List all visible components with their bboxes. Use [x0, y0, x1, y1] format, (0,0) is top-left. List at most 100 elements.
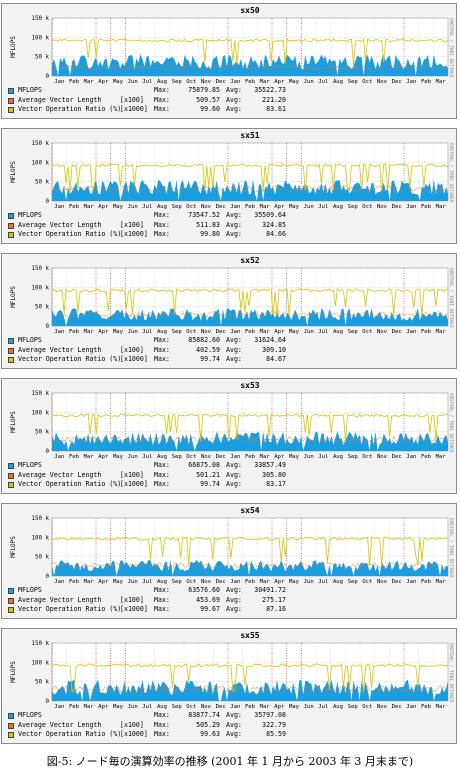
chart-panel-sx51: sx51 MFLOPS 0 50 k 100 k 150 k Jan Feb Mar Apr May…	[1, 128, 457, 244]
chart-title: sx53	[240, 381, 259, 390]
x-tick-label: Dec	[216, 79, 226, 85]
legend-label: MFLOPS	[18, 461, 42, 469]
legend-swatch	[8, 713, 14, 719]
legend-unit: [x1000]	[120, 105, 148, 113]
series-vector-ratio	[51, 163, 449, 192]
x-tick-label: Dec	[392, 79, 402, 85]
y-tick-label: 150 k	[32, 641, 50, 647]
y-axis-label: MFLOPS	[10, 286, 17, 308]
x-tick-label: Jul	[142, 579, 152, 585]
max-value: 501.21	[196, 470, 220, 479]
x-tick-label: Mar	[436, 329, 447, 335]
avg-value: 221.20	[262, 95, 286, 104]
x-tick-label: Aug	[333, 579, 343, 585]
x-tick-label: Jan	[54, 454, 64, 460]
x-tick-label: Aug	[157, 329, 167, 335]
x-tick-label: Oct	[362, 204, 372, 210]
chart-title: sx54	[240, 506, 259, 515]
series-vector-ratio	[51, 288, 448, 317]
x-tick-label: Feb	[421, 329, 432, 335]
x-tick-label: Sep	[348, 79, 359, 85]
max-value: 509.57	[196, 95, 220, 104]
x-tick-label: Oct	[186, 79, 196, 85]
series-mflops	[52, 54, 448, 76]
avg-label: Avg:	[226, 470, 242, 479]
x-tick-label: Apr	[274, 579, 285, 585]
series-vector-ratio	[51, 663, 449, 694]
x-tick-label: Aug	[157, 454, 167, 460]
max-label: Max:	[154, 230, 170, 238]
x-tick-label: Sep	[348, 454, 359, 460]
legend-unit: [x100]	[120, 720, 144, 729]
x-tick-label: Mar	[436, 704, 447, 710]
avg-label: Avg:	[226, 730, 242, 738]
x-tick-label: Feb	[69, 454, 80, 460]
rrdtool-credit: RRDTOOL / TOBI OETIKER	[448, 518, 453, 578]
max-label: Max:	[154, 211, 170, 219]
x-tick-label: Apr	[274, 454, 285, 460]
y-tick-label: 0	[46, 74, 50, 80]
x-tick-label: May	[113, 454, 124, 460]
x-tick-label: Oct	[362, 79, 372, 85]
max-value: 99.74	[200, 480, 220, 488]
x-tick-label: Mar	[260, 204, 271, 210]
x-tick-label: Dec	[216, 579, 226, 585]
legend-label: Vector Operation Ratio (%)	[18, 480, 122, 488]
legend-unit: [x1000]	[120, 480, 148, 488]
x-tick-label: Aug	[333, 454, 343, 460]
series-vector-ratio	[51, 38, 449, 66]
chart-panel-sx50: sx50 MFLOPS 0 50 k 100 k 150 k Jan Feb Mar Apr May…	[1, 3, 457, 119]
x-tick-label: Jul	[142, 204, 152, 210]
legend-swatch	[8, 722, 14, 729]
legend-label: MFLOPS	[18, 336, 42, 344]
legend-swatch	[8, 732, 14, 738]
x-tick-label: Jan	[406, 329, 416, 335]
x-tick-label: Feb	[421, 204, 432, 210]
legend-swatch	[8, 347, 14, 354]
x-tick-label: Jan	[54, 704, 64, 710]
x-tick-label: Jan	[230, 204, 240, 210]
chart-title: sx52	[240, 256, 259, 265]
x-tick-label: Feb	[69, 579, 80, 585]
x-tick-label: Mar	[84, 79, 95, 85]
max-value: 85882.60	[188, 336, 220, 344]
y-tick-label: 0	[46, 449, 50, 455]
avg-value: 31624.64	[254, 336, 286, 344]
y-tick-label: 150 k	[32, 16, 50, 22]
chart-panel-sx52: sx52 MFLOPS 0 50 k 100 k 150 k Jan Feb Mar Apr May…	[1, 253, 457, 369]
max-value: 511.83	[196, 220, 220, 229]
max-label: Max:	[154, 595, 170, 604]
x-tick-label: Feb	[69, 79, 80, 85]
x-tick-label: Jul	[318, 454, 328, 460]
chart-panel-sx53: sx53 MFLOPS 0 50 k 100 k 150 k Jan Feb Mar Apr May…	[1, 378, 457, 494]
max-value: 73547.52	[188, 211, 220, 219]
y-tick-label: 50 k	[35, 430, 49, 436]
x-tick-label: Mar	[436, 579, 447, 585]
legend-swatch	[8, 97, 14, 104]
x-tick-label: Oct	[186, 329, 196, 335]
x-tick-label: Feb	[245, 704, 256, 710]
x-tick-label: Aug	[157, 79, 167, 85]
x-tick-label: Mar	[84, 329, 95, 335]
x-tick-label: Sep	[172, 704, 183, 710]
x-tick-label: Jun	[128, 579, 138, 585]
x-tick-label: Jun	[128, 204, 138, 210]
x-tick-label: Aug	[333, 79, 343, 85]
legend-unit: [x100]	[120, 95, 144, 104]
legend-swatch	[8, 107, 14, 113]
x-tick-label: Mar	[436, 79, 447, 85]
avg-value: 305.80	[262, 470, 286, 479]
x-tick-label: Apr	[98, 454, 109, 460]
x-tick-label: Dec	[392, 204, 402, 210]
max-label: Max:	[154, 605, 170, 613]
x-tick-label: May	[289, 204, 300, 210]
avg-label: Avg:	[226, 586, 242, 594]
x-tick-label: May	[289, 329, 300, 335]
max-label: Max:	[154, 480, 170, 488]
x-tick-label: Dec	[392, 329, 402, 335]
x-tick-label: Sep	[348, 204, 359, 210]
